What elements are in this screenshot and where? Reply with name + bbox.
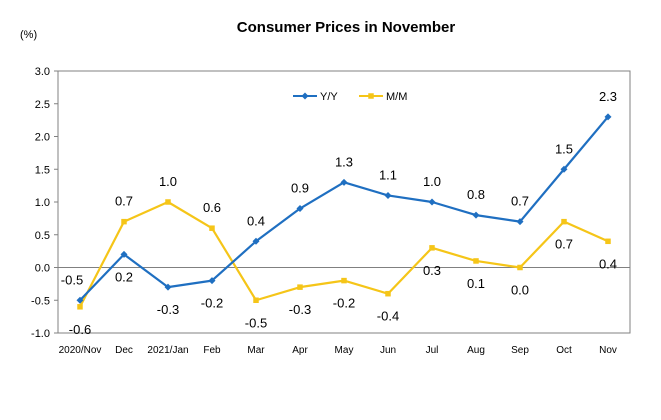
x-tick-label: Oct — [556, 345, 572, 356]
data-point-yy — [340, 178, 348, 186]
data-label-mm: 0.4 — [599, 256, 617, 271]
data-point-mm — [561, 218, 567, 225]
data-point-yy — [296, 205, 304, 213]
data-label-mm: -0.6 — [69, 322, 91, 337]
y-tick-label: 0.0 — [35, 263, 50, 275]
data-point-mm — [385, 290, 391, 297]
data-label-mm: -0.4 — [377, 309, 399, 324]
data-label-mm: 0.6 — [203, 200, 221, 215]
data-point-yy — [604, 113, 612, 121]
data-label-mm: 0.0 — [511, 283, 529, 298]
x-tick-label: Nov — [599, 345, 617, 356]
data-point-yy — [120, 250, 128, 258]
data-label-mm: -0.3 — [289, 302, 311, 317]
y-tick-label: 1.0 — [35, 197, 50, 209]
x-tick-label: Feb — [203, 345, 221, 356]
data-label-yy: 1.5 — [555, 141, 573, 156]
data-label-yy: 0.7 — [511, 194, 529, 209]
data-label-mm: 0.1 — [467, 276, 485, 291]
data-point-mm — [341, 277, 347, 284]
data-point-yy — [252, 237, 260, 245]
data-point-mm — [297, 284, 303, 290]
y-tick-label: -1.0 — [31, 328, 50, 340]
x-tick-label: Sep — [511, 345, 529, 356]
y-tick-label: 0.5 — [35, 230, 50, 242]
x-tick-label: Aug — [467, 345, 485, 356]
data-point-yy — [384, 191, 392, 199]
data-label-yy: 1.1 — [379, 167, 397, 182]
data-label-yy: 0.8 — [467, 187, 485, 202]
data-point-yy — [560, 165, 568, 173]
data-point-mm — [605, 238, 611, 245]
data-point-mm — [517, 264, 523, 271]
legend-label-yy: Y/Y — [320, 91, 338, 103]
data-point-mm — [253, 297, 259, 303]
data-label-mm: 0.3 — [423, 263, 441, 278]
data-label-mm: -0.2 — [333, 296, 355, 311]
y-tick-label: 1.5 — [35, 164, 50, 176]
data-label-mm: 0.7 — [555, 237, 573, 252]
y-tick-label: 2.0 — [35, 132, 50, 144]
legend: Y/Y M/M — [293, 91, 407, 103]
plot-area — [57, 70, 631, 334]
data-label-mm: 0.7 — [115, 194, 133, 209]
data-point-mm — [473, 258, 479, 264]
data-point-mm — [77, 304, 83, 310]
x-tick-label: 2020/Nov — [59, 345, 102, 356]
legend-marker-yy — [301, 92, 309, 100]
data-point-yy — [208, 277, 216, 285]
x-tick-label: 2021/Jan — [147, 345, 188, 356]
data-point-mm — [209, 225, 215, 231]
data-label-mm: 1.0 — [159, 174, 177, 189]
legend-marker-mm — [368, 93, 374, 99]
y-tick-label: 2.5 — [35, 99, 50, 111]
data-label-yy: -0.3 — [157, 302, 179, 317]
x-tick-label: May — [335, 345, 354, 356]
y-tick-label: -0.5 — [31, 295, 50, 307]
data-label-yy: 0.2 — [115, 269, 133, 284]
data-point-mm — [165, 199, 171, 205]
data-label-yy: -0.5 — [61, 272, 83, 287]
data-point-mm — [121, 218, 127, 225]
data-label-yy: 2.3 — [599, 89, 617, 104]
x-tick-label: Jun — [380, 345, 396, 356]
data-label-yy: 1.0 — [423, 174, 441, 189]
data-label-yy: -0.2 — [201, 296, 223, 311]
x-tick-label: Mar — [247, 345, 265, 356]
data-labels: -0.5 0.2 -0.3 -0.2 0.4 0.9 1.3 1.1 1.0 0.8 0.7 1.5 2… — [61, 89, 617, 337]
data-point-yy — [428, 198, 436, 206]
data-label-mm: -0.5 — [245, 315, 267, 330]
y-tick-label: 3.0 — [35, 66, 50, 78]
x-tick-label: Dec — [115, 345, 133, 356]
x-axis: 2020/Nov Dec 2021/Jan Feb Mar Apr May Jun Jul Aug… — [59, 345, 617, 356]
legend-label-mm: M/M — [386, 91, 407, 103]
x-tick-label: Apr — [292, 345, 308, 356]
chart-title: Consumer Prices in November — [237, 19, 456, 36]
x-tick-label: Jul — [426, 345, 439, 356]
data-point-yy — [516, 218, 524, 226]
data-point-yy — [76, 296, 84, 304]
unit-label: (%) — [20, 29, 37, 41]
data-point-mm — [429, 245, 435, 251]
y-axis: 3.0 2.5 2.0 1.5 1.0 0.5 0.0 -0.5 -1.0 — [31, 66, 58, 340]
data-point-yy — [164, 283, 172, 291]
data-label-yy: 1.3 — [335, 154, 353, 169]
data-point-yy — [472, 211, 480, 219]
series-layer — [76, 113, 612, 310]
data-label-yy: 0.4 — [247, 213, 265, 228]
data-label-yy: 0.9 — [291, 181, 309, 196]
